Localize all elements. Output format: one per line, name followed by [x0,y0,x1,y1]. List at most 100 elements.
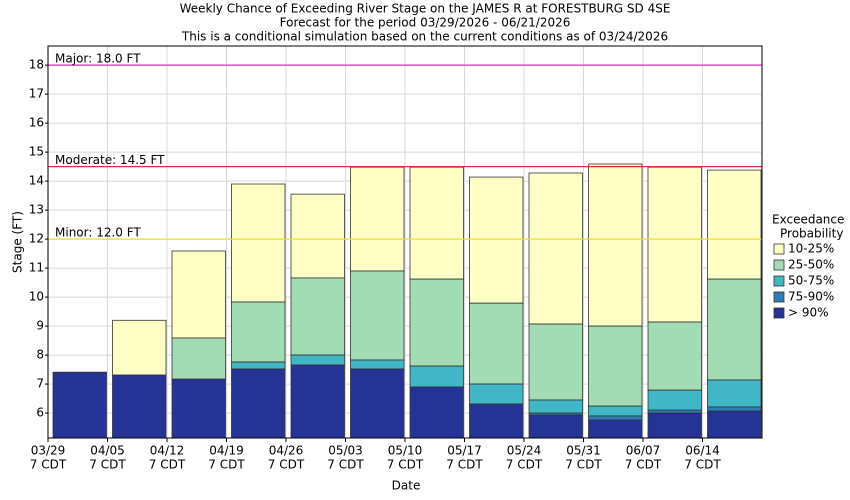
legend-label: 75-90% [788,290,834,304]
bar-segment [647,166,702,323]
x-tick-label: 04/26 [269,444,304,458]
legend-swatch [773,259,785,271]
bar-segment [588,405,643,417]
x-tick-label: 05/24 [507,444,542,458]
threshold-label: Moderate: 14.5 FT [55,153,165,167]
x-tick-label: 05/17 [447,444,482,458]
bar-segment [707,406,762,412]
bar-segment [588,415,643,421]
bar-segment [588,163,643,327]
x-tick-label: 7 CDT [506,458,543,472]
x-tick-label: 06/07 [626,444,661,458]
y-tick-label: 13 [29,203,44,217]
y-tick-label: 15 [29,145,44,159]
y-axis-label: Stage (FT) [11,211,25,273]
bar-segment [528,414,583,439]
threshold-label: Minor: 12.0 FT [55,226,141,240]
legend-title: Exceedance [772,213,844,227]
bar-segment [409,278,464,367]
legend-label: > 90% [788,306,829,320]
bar-segment [350,368,405,439]
y-tick-label: 17 [29,87,44,101]
bar-segment [290,364,345,439]
x-tick-label: 7 CDT [149,458,186,472]
y-tick-label: 8 [36,348,44,362]
bar-segment [469,302,524,385]
bar-segment [52,371,107,439]
bar-segment [469,176,524,304]
chart-subtitle: This is a conditional simulation based o… [181,30,668,44]
bar-segment [647,321,702,391]
x-tick-label: 05/10 [388,444,423,458]
x-tick-label: 04/05 [90,444,125,458]
legend-label: 25-50% [788,258,834,272]
legend-label: 10-25% [788,242,834,256]
bar-segment [707,410,762,439]
x-tick-label: 7 CDT [89,458,126,472]
bar-segment [647,389,702,411]
bar-segment [528,172,583,325]
bar-segment [528,323,583,401]
x-axis-label: Date [392,479,421,493]
y-tick-label: 9 [36,319,44,333]
bar-segment [409,365,464,388]
x-tick-label: 7 CDT [387,458,424,472]
plot-border [47,45,763,439]
bar-segment [469,403,524,439]
x-tick-label: 05/31 [566,444,601,458]
x-tick-label: 7 CDT [268,458,305,472]
x-tick-label: 7 CDT [327,458,364,472]
y-tick-label: 10 [29,290,44,304]
bar-segment [171,250,226,339]
bar-segment [707,169,762,280]
y-tick-label: 7 [36,377,44,391]
bar-segment [112,319,167,376]
x-tick-label: 06/14 [685,444,720,458]
x-tick-label: 7 CDT [208,458,245,472]
bar-segment [707,379,762,408]
bar-segment [409,386,464,439]
bar-segment [350,359,405,370]
y-tick-label: 14 [29,174,44,188]
bar-segment [231,368,286,439]
threshold-label: Major: 18.0 FT [55,52,141,66]
chart-title: Weekly Chance of Exceeding River Stage o… [180,2,671,16]
legend-swatch [773,275,785,287]
y-tick-label: 18 [29,58,44,72]
bar-segment [231,301,286,363]
bar-segment [528,399,583,414]
y-tick-label: 16 [29,116,44,130]
chart-subtitle: Forecast for the period 03/29/2026 - 06/… [280,16,571,30]
x-tick-label: 05/03 [328,444,363,458]
bar-segment [588,325,643,407]
bar-segment [290,277,345,356]
x-tick-label: 03/29 [31,444,66,458]
bar-segment [350,270,405,361]
bar-segment [588,419,643,439]
legend-swatch [773,243,785,255]
bar-segment [112,374,167,439]
bar-segment [469,383,524,405]
y-tick-label: 12 [29,232,44,246]
legend-swatch [773,307,785,319]
legend-label: 50-75% [788,274,834,288]
legend-swatch [773,291,785,303]
legend-title: Probability [780,227,843,241]
bar-segment [171,378,226,439]
bar-segment [290,193,345,279]
bar-segment [231,183,286,303]
bar-segment [707,278,762,381]
x-tick-label: 7 CDT [565,458,602,472]
y-tick-label: 6 [36,406,44,420]
x-tick-label: 04/19 [209,444,244,458]
bar-segment [290,354,345,366]
x-tick-label: 7 CDT [446,458,483,472]
bar-segment [350,166,405,272]
x-tick-label: 7 CDT [30,458,67,472]
x-tick-label: 04/12 [150,444,185,458]
bar-segment [231,361,286,370]
bar-segment [409,166,464,280]
bar-segment [647,409,702,414]
x-tick-label: 7 CDT [625,458,662,472]
